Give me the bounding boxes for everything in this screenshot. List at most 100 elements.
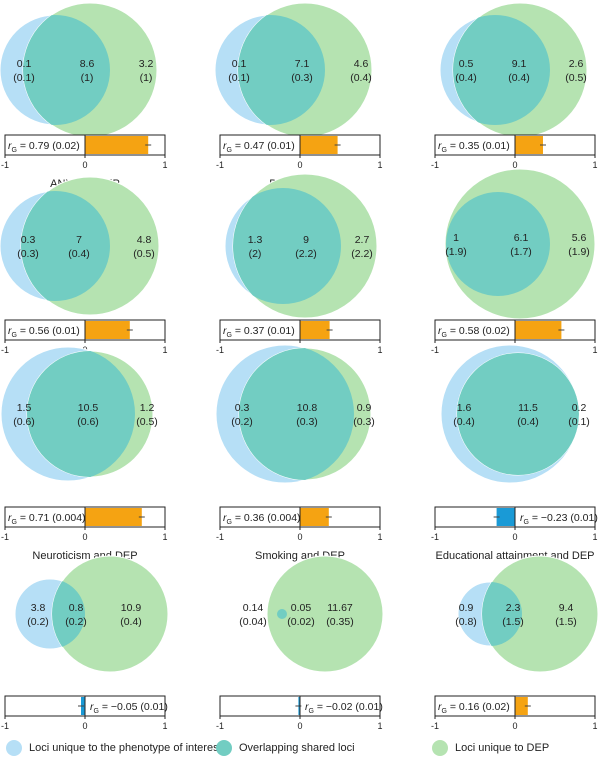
rg-symbol: r [223,325,227,337]
legend-item-pheno: Loci unique to the phenotype of interest [6,740,222,756]
axis-tick-label: -1 [431,721,439,731]
rg-symbol: r [223,512,227,524]
unique-pheno-se: (1.9) [445,246,467,258]
unique-pheno-se: (0.1) [228,72,250,84]
legend-label-dep: Loci unique to DEP [455,742,550,754]
unique-pheno-value: 0.5 [459,58,474,70]
shared-value: 9.1 [512,58,527,70]
panel-title: Educational attainment and DEP [436,550,595,562]
axis-tick-label: 0 [82,532,87,542]
rg-value: = 0.35 (0.01) [447,140,510,152]
unique-dep-se: (1.5) [555,616,577,628]
axis-tick-label: -1 [431,345,439,355]
axis-tick-label: -1 [1,345,9,355]
unique-dep-value: 10.9 [121,602,142,614]
shared-se: (0.02) [287,616,314,628]
unique-dep-value: 5.6 [572,232,587,244]
axis-tick-label: -1 [216,532,224,542]
unique-pheno-value: 0.1 [232,58,247,70]
rg-subscript: G [309,708,314,715]
shared-se: (1.7) [510,246,532,258]
legend-swatch-dep [432,740,448,756]
unique-pheno-se: (0.2) [27,616,49,628]
rg-value: = 0.79 (0.02) [17,140,80,152]
unique-pheno-se: (0.6) [13,416,35,428]
axis-tick-label: 1 [592,345,597,355]
unique-pheno-value: 0.9 [459,602,474,614]
axis-tick-label: 1 [592,160,597,170]
unique-pheno-se: (0.04) [239,616,266,628]
rg-subscript: G [12,332,17,339]
rg-subscript: G [94,708,99,715]
axis-tick-label: 0 [82,160,87,170]
unique-pheno-value: 1.6 [457,402,472,414]
rg-label: rG = −0.23 (0.01) [520,512,598,526]
overlap-region [27,351,135,477]
rg-symbol: r [90,701,94,713]
unique-dep-se: (1.9) [568,246,590,258]
unique-dep-value: 2.7 [355,234,370,246]
axis-tick-label: -1 [1,721,9,731]
rg-symbol: r [8,325,12,337]
overlap-region [453,15,550,125]
rg-bar [300,508,329,526]
rg-label: rG = 0.35 (0.01) [438,140,510,154]
unique-dep-se: (2.2) [351,248,373,260]
overlap-region [457,353,579,475]
rg-label: rG = −0.05 (0.01) [90,701,168,715]
rg-label: rG = 0.71 (0.004) [8,512,86,526]
axis-tick-label: -1 [1,532,9,542]
unique-dep-se: (1) [140,72,153,84]
unique-dep-value: 3.2 [139,58,154,70]
rg-symbol: r [438,325,442,337]
unique-pheno-value: 1.5 [17,402,32,414]
rg-subscript: G [442,332,447,339]
rg-bar [515,697,528,715]
unique-pheno-value: 3.8 [31,602,46,614]
unique-dep-value: 1.2 [140,402,155,414]
rg-label: rG = 0.79 (0.02) [8,140,80,154]
rg-label: rG = −0.02 (0.01) [305,701,383,715]
rg-bar [300,321,330,339]
unique-dep-value: 2.6 [569,58,584,70]
shared-se: (0.3) [291,72,313,84]
rg-label: rG = 0.56 (0.01) [8,325,80,339]
rg-value: = −0.23 (0.01) [529,512,598,524]
rg-label: rG = 0.16 (0.02) [438,701,510,715]
rg-value: = −0.05 (0.01) [99,701,168,713]
shared-value: 0.8 [69,602,84,614]
legend-swatch-pheno [6,740,22,756]
axis-tick-label: -1 [1,160,9,170]
rg-subscript: G [12,147,17,154]
overlap-region [238,15,325,125]
unique-dep-se: (0.35) [326,616,353,628]
dep-circle [266,555,384,673]
rg-symbol: r [223,140,227,152]
unique-pheno-se: (2) [249,248,262,260]
rg-value: = 0.47 (0.01) [232,140,295,152]
rg-symbol: r [8,140,12,152]
unique-pheno-se: (0.8) [455,616,477,628]
axis-tick-label: 1 [162,160,167,170]
unique-pheno-se: (0.3) [17,248,39,260]
axis-tick-label: 1 [162,345,167,355]
shared-value: 9 [303,234,309,246]
rg-symbol: r [438,140,442,152]
rg-value: = 0.71 (0.004) [17,512,86,524]
rg-bar [515,321,562,339]
unique-pheno-se: (0.2) [231,416,253,428]
axis-tick-label: -1 [216,160,224,170]
overlap-region [446,192,550,296]
shared-value: 10.8 [297,402,318,414]
overlap-region [233,188,341,304]
rg-value: = 0.36 (0.004) [232,512,301,524]
legend-item-dep: Loci unique to DEP [432,740,549,756]
rg-subscript: G [227,147,232,154]
shared-se: (1) [81,72,94,84]
axis-tick-label: 1 [377,721,382,731]
rg-bar [85,321,130,339]
rg-value: = 0.58 (0.02) [447,325,510,337]
shared-se: (1.5) [502,616,524,628]
axis-tick-label: 1 [592,721,597,731]
axis-tick-label: 0 [512,532,517,542]
